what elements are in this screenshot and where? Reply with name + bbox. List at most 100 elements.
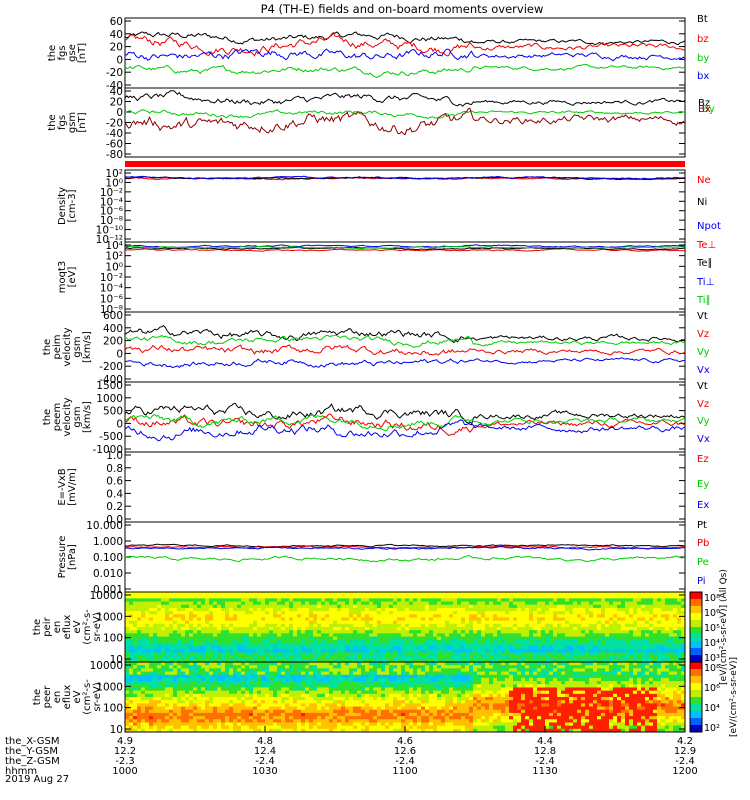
ephemeris-value: -2.4 bbox=[255, 756, 275, 767]
y-axis-label: sr-eV) bbox=[92, 612, 103, 641]
y-axis-label: the bbox=[32, 689, 43, 705]
y-tick-label: 1.0 bbox=[106, 450, 123, 462]
date-label: 2019 Aug 27 bbox=[5, 774, 69, 785]
y-axis-label: gsm bbox=[72, 406, 83, 427]
series-Bz bbox=[124, 90, 686, 107]
colorbar-tick: 10⁴ bbox=[704, 638, 720, 649]
y-tick-label: 10⁻⁴ bbox=[100, 283, 123, 295]
y-axis-label: E=-VxB bbox=[57, 468, 68, 505]
ephemeris-value: 1000 bbox=[112, 766, 137, 777]
colorbar-tick: 10² bbox=[704, 723, 720, 734]
y-tick-label: 200 bbox=[103, 336, 123, 348]
y-axis-label: eV bbox=[72, 690, 83, 703]
y-tick-label: 10⁻² bbox=[100, 272, 123, 284]
y-tick-label: 10² bbox=[105, 168, 123, 180]
legend-By: By bbox=[702, 104, 715, 115]
y-tick-label: 10000 bbox=[90, 660, 123, 672]
y-tick-label: 10⁰ bbox=[105, 261, 123, 273]
y-tick-label: 0.2 bbox=[106, 501, 123, 513]
y-tick-label: 1000 bbox=[96, 681, 123, 693]
y-tick-label: -400 bbox=[99, 374, 123, 386]
y-axis-label: peer bbox=[42, 685, 53, 709]
panel-frame bbox=[124, 381, 686, 453]
y-axis-label: eflux bbox=[62, 685, 73, 710]
series-Vy bbox=[124, 414, 686, 432]
legend-Vt: Vt bbox=[697, 381, 708, 392]
y-tick-label: 10 bbox=[110, 654, 123, 666]
y-tick-label: 0.8 bbox=[106, 463, 123, 475]
ephemeris-row-label: the_X-GSM bbox=[5, 736, 59, 747]
legend-Te⊥: Te⊥ bbox=[696, 240, 716, 251]
y-tick-label: 1500 bbox=[96, 380, 123, 392]
y-tick-label: 10² bbox=[105, 251, 123, 263]
ephemeris-value: 1030 bbox=[252, 766, 277, 777]
legend-Pi: Pi bbox=[697, 576, 706, 587]
y-axis-label: fgs bbox=[57, 115, 68, 130]
panel-peer-eflux: 10000 1000 100 10 the peer en eflux eV (cm²-s-sr-… bbox=[32, 660, 686, 736]
panel-frame bbox=[124, 451, 686, 523]
legend-Vz: Vz bbox=[697, 329, 709, 340]
y-tick-label: 20 bbox=[110, 42, 123, 54]
series-Vt bbox=[124, 324, 686, 344]
y-tick-label: -20 bbox=[106, 118, 123, 130]
panel-pressure: 10.000 1.000 0.100 0.010 0.001 Pressure [nPa] P… bbox=[57, 520, 709, 596]
y-tick-label: 0.100 bbox=[93, 552, 123, 564]
colorbar-tick: 10⁵ bbox=[704, 623, 720, 634]
series-Pb bbox=[124, 545, 686, 550]
panel-frame bbox=[124, 241, 686, 313]
legend-Pe: Pe bbox=[697, 557, 709, 568]
y-tick-label: 0.0 bbox=[106, 514, 123, 526]
y-axis-label: (cm²-s- bbox=[82, 609, 93, 645]
legend-Vt: Vt bbox=[697, 311, 708, 322]
y-tick-label: -500 bbox=[99, 431, 123, 443]
ephemeris-row-label: hhmm bbox=[5, 766, 37, 777]
series-Vz bbox=[124, 413, 686, 436]
series-Npot bbox=[124, 175, 686, 180]
series-bz bbox=[124, 31, 686, 57]
y-axis-label: [km/s] bbox=[82, 331, 93, 363]
y-tick-label: 600 bbox=[103, 310, 123, 322]
legend-Ex: Ex bbox=[697, 500, 709, 511]
ephemeris-value: 4.4 bbox=[537, 736, 553, 747]
colorbar-tick: 10⁸ bbox=[704, 593, 720, 604]
y-axis-label: [nPa] bbox=[67, 544, 78, 570]
ephemeris-row-label: the_Z-GSM bbox=[5, 756, 60, 767]
y-axis-label: velocity bbox=[62, 397, 73, 436]
y-tick-label: 10⁻¹⁰ bbox=[96, 225, 123, 237]
y-axis-label: Pressure bbox=[57, 536, 68, 579]
y-axis-label: the bbox=[42, 409, 53, 425]
y-tick-label: 10⁻² bbox=[100, 187, 123, 199]
y-axis-label: fgs bbox=[57, 45, 68, 60]
panel-frame bbox=[124, 169, 686, 243]
ephemeris-value: 12.6 bbox=[394, 746, 416, 757]
legend-Ne: Ne bbox=[697, 175, 711, 186]
y-tick-label: 1000 bbox=[96, 611, 123, 623]
y-axis-label: eV bbox=[72, 620, 83, 633]
y-tick-label: 60 bbox=[110, 16, 123, 28]
y-axis-label: en bbox=[52, 691, 63, 704]
ephemeris-value: -2.3 bbox=[115, 756, 135, 767]
y-tick-label: 0 bbox=[116, 348, 123, 360]
figure-title: P4 (TH-E) fields and on-board moments ov… bbox=[261, 2, 544, 16]
series-Bt bbox=[124, 31, 686, 46]
legend-Ey: Ey bbox=[697, 479, 709, 490]
y-tick-label: 10⁻¹² bbox=[96, 234, 123, 246]
y-axis-label: velocity bbox=[62, 327, 73, 366]
y-tick-label: 0.001 bbox=[93, 584, 123, 596]
legend-Ez: Ez bbox=[697, 454, 709, 465]
y-axis-label: Density bbox=[57, 187, 68, 225]
y-tick-label: 0 bbox=[116, 54, 123, 66]
y-axis-label: peem bbox=[52, 403, 63, 431]
legend-Vy: Vy bbox=[697, 416, 710, 427]
y-axis-label: en bbox=[52, 621, 63, 634]
ephemeris-value: 12.8 bbox=[534, 746, 556, 757]
y-axis-label: [eV] bbox=[67, 267, 78, 288]
y-tick-label: -1000 bbox=[92, 444, 123, 456]
panel-frame bbox=[124, 521, 686, 593]
legend-Ti⊥: Ti⊥ bbox=[696, 277, 714, 288]
series-Pt bbox=[124, 543, 686, 549]
y-tick-label: 0 bbox=[116, 107, 123, 119]
